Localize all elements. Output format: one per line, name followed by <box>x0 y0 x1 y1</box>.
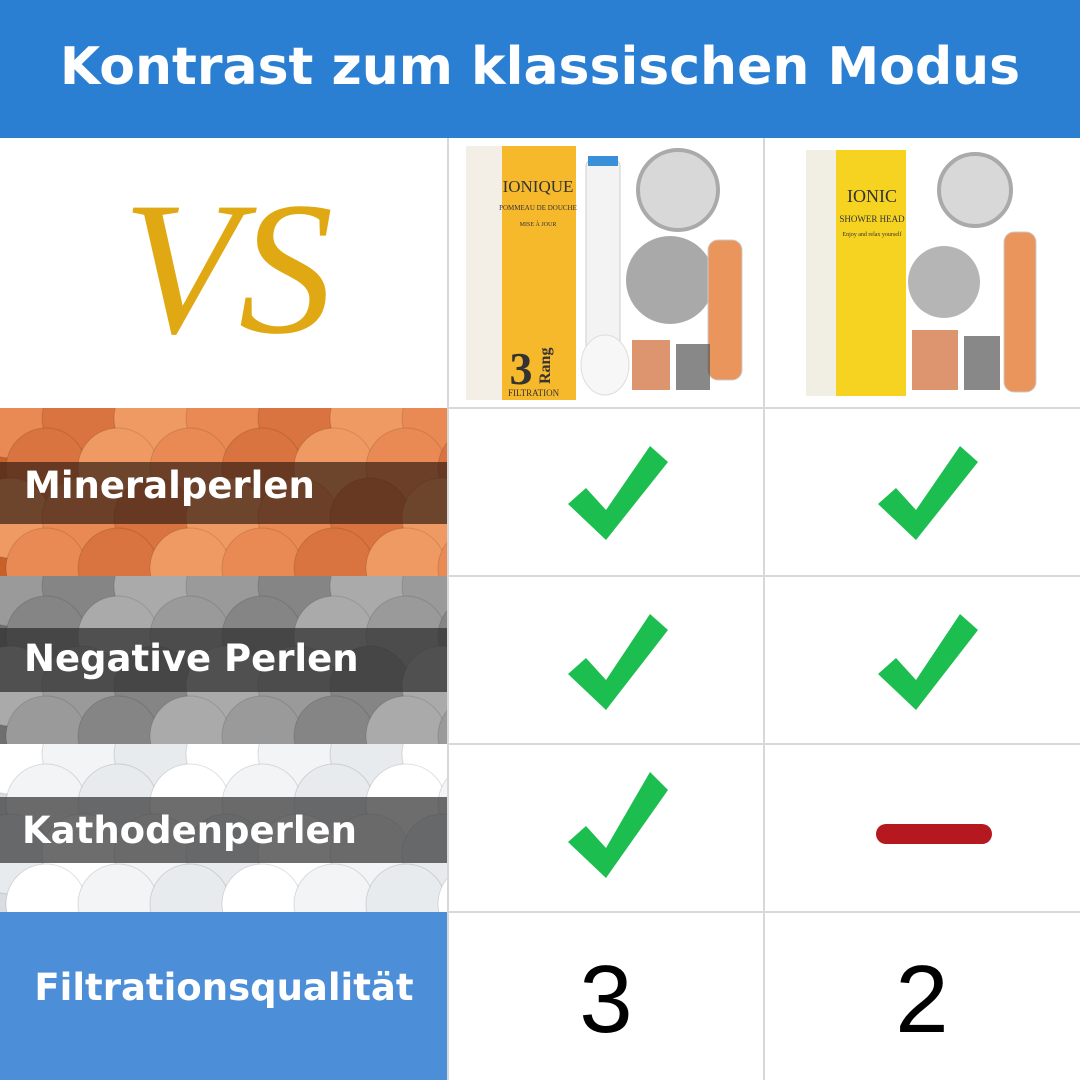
label-cell <box>0 912 448 1080</box>
row-label: Kathodenperlen <box>22 809 357 852</box>
product-name: IONIQUE <box>503 177 574 196</box>
product-filtration: FILTRATION <box>508 388 560 398</box>
bead <box>437 440 448 496</box>
dash-icon <box>876 824 992 844</box>
header-title: Kontrast zum klassischen Modus <box>60 37 1020 97</box>
vs-text: VS <box>122 164 333 374</box>
row-label: Mineralperlen <box>24 464 315 507</box>
product-name: IONIC <box>847 186 897 206</box>
bead <box>437 876 448 912</box>
product-note: Enjoy and relax yourself <box>842 231 901 238</box>
product-image: IONIQUE POMMEAU DE DOUCHE MISE À JOUR 3 … <box>466 146 743 400</box>
product-rank-word: Rang <box>537 348 554 384</box>
row-label: Negative Perlen <box>24 637 359 680</box>
score: 3 <box>579 946 632 1053</box>
bead <box>437 608 448 664</box>
product-rank-number: 3 <box>510 343 533 394</box>
product-image: IONIC SHOWER HEAD Enjoy and relax yourse… <box>806 150 1037 396</box>
label-band <box>0 628 448 692</box>
label-band <box>0 462 448 524</box>
bead <box>437 540 448 576</box>
score: 2 <box>895 946 948 1053</box>
table-grid <box>447 138 1080 1080</box>
check-icons <box>568 446 978 878</box>
product-note: MISE À JOUR <box>520 220 557 228</box>
product-subtitle: SHOWER HEAD <box>839 214 905 224</box>
row-label: Filtrationsqualität <box>34 966 413 1009</box>
bead <box>437 776 448 832</box>
product-subtitle: POMMEAU DE DOUCHE <box>499 204 577 212</box>
bead <box>437 708 448 744</box>
header-bar <box>0 0 1080 138</box>
label-band <box>0 797 448 863</box>
